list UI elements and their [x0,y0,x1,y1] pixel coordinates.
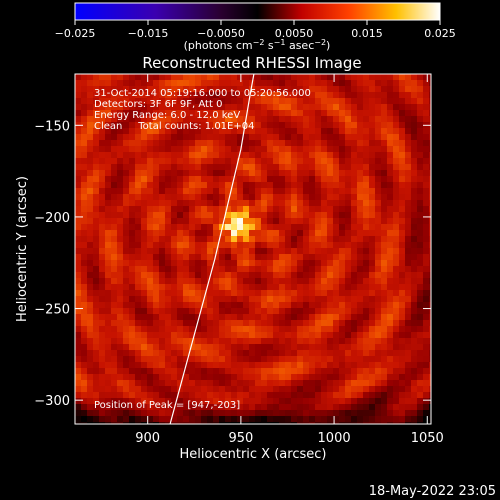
colorbar-ticks: −0.025 −0.015 −0.0050 0.0050 0.015 0.025 [55,20,456,40]
y-tick-label: −300 [34,394,70,409]
colorbar-tick-label: −0.0050 [197,27,245,40]
solar-limb-curve [169,74,255,424]
rhessi-image [75,74,431,424]
info-line-counts: Clean Total counts: 1.01E+04 [94,121,254,132]
info-line-time: 31-Oct-2014 05:19:16.000 to 05:20:56.000 [94,88,311,99]
axis-ticks: 900 950 1000 1050 −150 −200 −250 −300 [34,74,444,446]
info-text: 31-Oct-2014 05:19:16.000 to 05:20:56.000… [94,88,311,132]
info-line-energy: Energy Range: 6.0 - 12.0 keV [94,110,240,121]
y-tick-label: −200 [34,211,70,226]
colorbar [74,2,441,21]
image-title: Reconstructed RHESSI Image [142,54,361,72]
colorbar-tick-label: 0.025 [424,27,456,40]
x-tick-label: 1000 [318,431,351,446]
y-axis-label: Heliocentric Y (arcsec) [15,176,30,322]
info-line-detectors: Detectors: 3F 6F 9F, Att 0 [94,99,222,110]
colorbar-tick-label: 0.015 [351,27,383,40]
colorbar-tick-label: −0.025 [55,27,96,40]
colorbar-tick-label: −0.015 [128,27,169,40]
colorbar-units: (photons cm−2 s−1 asec−2) [184,38,331,52]
y-tick-label: −250 [34,303,70,318]
y-tick-label: −150 [34,119,70,134]
x-tick-label: 1050 [411,431,444,446]
x-tick-label: 900 [135,431,160,446]
colorbar-tick-label: 0.0050 [275,27,314,40]
plot-frame [74,73,432,425]
peak-position: Position of Peak = [947,-203] [94,400,240,411]
timestamp: 18-May-2022 23:05 [369,484,496,499]
x-tick-label: 950 [228,431,253,446]
x-axis-label: Heliocentric X (arcsec) [180,447,327,462]
